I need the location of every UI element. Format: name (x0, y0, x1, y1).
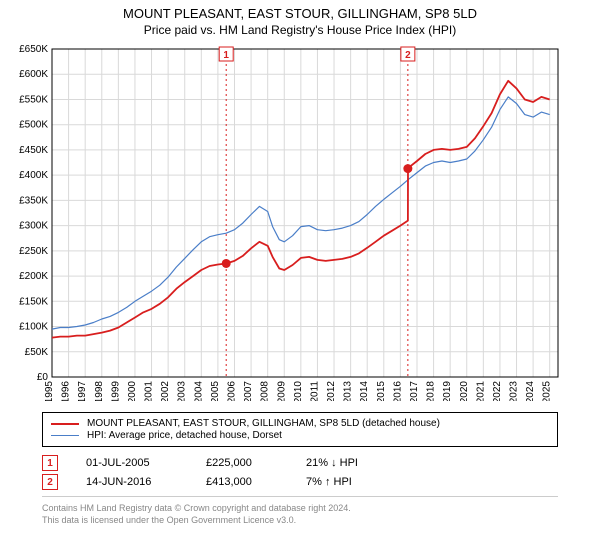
svg-text:£150K: £150K (19, 296, 48, 307)
svg-text:2: 2 (405, 50, 411, 61)
divider (42, 496, 558, 497)
svg-text:2023: 2023 (509, 381, 520, 401)
svg-text:1998: 1998 (94, 381, 105, 401)
svg-text:2014: 2014 (359, 381, 370, 401)
svg-text:2011: 2011 (309, 381, 320, 401)
chart-header: MOUNT PLEASANT, EAST STOUR, GILLINGHAM, … (0, 0, 600, 37)
svg-text:£600K: £600K (19, 69, 48, 80)
svg-text:£250K: £250K (19, 246, 48, 257)
svg-text:£550K: £550K (19, 94, 48, 105)
svg-text:£100K: £100K (19, 322, 48, 333)
svg-text:2012: 2012 (326, 381, 337, 401)
sale-marker-icon: 2 (42, 474, 58, 490)
legend: MOUNT PLEASANT, EAST STOUR, GILLINGHAM, … (42, 412, 558, 447)
svg-text:2010: 2010 (293, 381, 304, 401)
svg-text:2016: 2016 (392, 381, 403, 401)
sale-row: 1 01-JUL-2005£225,00021% ↓ HPI (42, 455, 558, 471)
sale-diff: 7% ↑ HPI (306, 476, 406, 488)
svg-text:2003: 2003 (177, 381, 188, 401)
svg-text:2020: 2020 (459, 381, 470, 401)
svg-text:2001: 2001 (144, 381, 155, 401)
svg-text:2021: 2021 (475, 381, 486, 401)
chart-subtitle: Price paid vs. HM Land Registry's House … (0, 23, 600, 37)
svg-text:2022: 2022 (492, 381, 503, 401)
sale-price: £225,000 (206, 457, 306, 469)
legend-label: HPI: Average price, detached house, Dors… (87, 430, 282, 441)
svg-text:2009: 2009 (276, 381, 287, 401)
legend-line-icon (51, 423, 79, 425)
sale-date: 01-JUL-2005 (86, 457, 206, 469)
chart-area: £0£50K£100K£150K£200K£250K£300K£350K£400… (10, 41, 590, 406)
sale-price: £413,000 (206, 476, 306, 488)
line-chart: £0£50K£100K£150K£200K£250K£300K£350K£400… (10, 41, 566, 401)
svg-text:2018: 2018 (426, 381, 437, 401)
svg-text:2008: 2008 (260, 381, 271, 401)
svg-text:£300K: £300K (19, 221, 48, 232)
svg-text:1997: 1997 (77, 381, 88, 401)
svg-text:1995: 1995 (44, 381, 55, 401)
svg-text:2002: 2002 (160, 381, 171, 401)
sale-diff: 21% ↓ HPI (306, 457, 406, 469)
svg-text:2015: 2015 (376, 381, 387, 401)
svg-text:2025: 2025 (542, 381, 553, 401)
legend-item: HPI: Average price, detached house, Dors… (51, 430, 549, 441)
footer-line-1: Contains HM Land Registry data © Crown c… (42, 503, 558, 515)
svg-text:1996: 1996 (61, 381, 72, 401)
svg-text:£400K: £400K (19, 170, 48, 181)
legend-line-icon (51, 435, 79, 436)
svg-text:2005: 2005 (210, 381, 221, 401)
svg-text:2017: 2017 (409, 381, 420, 401)
chart-title: MOUNT PLEASANT, EAST STOUR, GILLINGHAM, … (0, 6, 600, 21)
sale-marker-icon: 1 (42, 455, 58, 471)
sale-row: 2 14-JUN-2016£413,0007% ↑ HPI (42, 474, 558, 490)
sale-date: 14-JUN-2016 (86, 476, 206, 488)
svg-text:£450K: £450K (19, 145, 48, 156)
svg-text:2006: 2006 (226, 381, 237, 401)
svg-text:2019: 2019 (442, 381, 453, 401)
svg-text:£650K: £650K (19, 44, 48, 55)
legend-item: MOUNT PLEASANT, EAST STOUR, GILLINGHAM, … (51, 418, 549, 429)
svg-text:2000: 2000 (127, 381, 138, 401)
svg-text:£50K: £50K (25, 347, 49, 358)
legend-label: MOUNT PLEASANT, EAST STOUR, GILLINGHAM, … (87, 418, 440, 429)
sales-table: 1 01-JUL-2005£225,00021% ↓ HPI 2 14-JUN-201… (42, 455, 558, 490)
svg-text:1: 1 (223, 50, 229, 61)
svg-text:£200K: £200K (19, 271, 48, 282)
svg-text:£500K: £500K (19, 120, 48, 131)
svg-text:2024: 2024 (525, 381, 536, 401)
svg-text:1999: 1999 (110, 381, 121, 401)
svg-text:£350K: £350K (19, 195, 48, 206)
svg-text:2004: 2004 (193, 381, 204, 401)
svg-text:2013: 2013 (343, 381, 354, 401)
svg-text:2007: 2007 (243, 381, 254, 401)
footer-line-2: This data is licensed under the Open Gov… (42, 515, 558, 527)
footer: Contains HM Land Registry data © Crown c… (42, 503, 558, 526)
